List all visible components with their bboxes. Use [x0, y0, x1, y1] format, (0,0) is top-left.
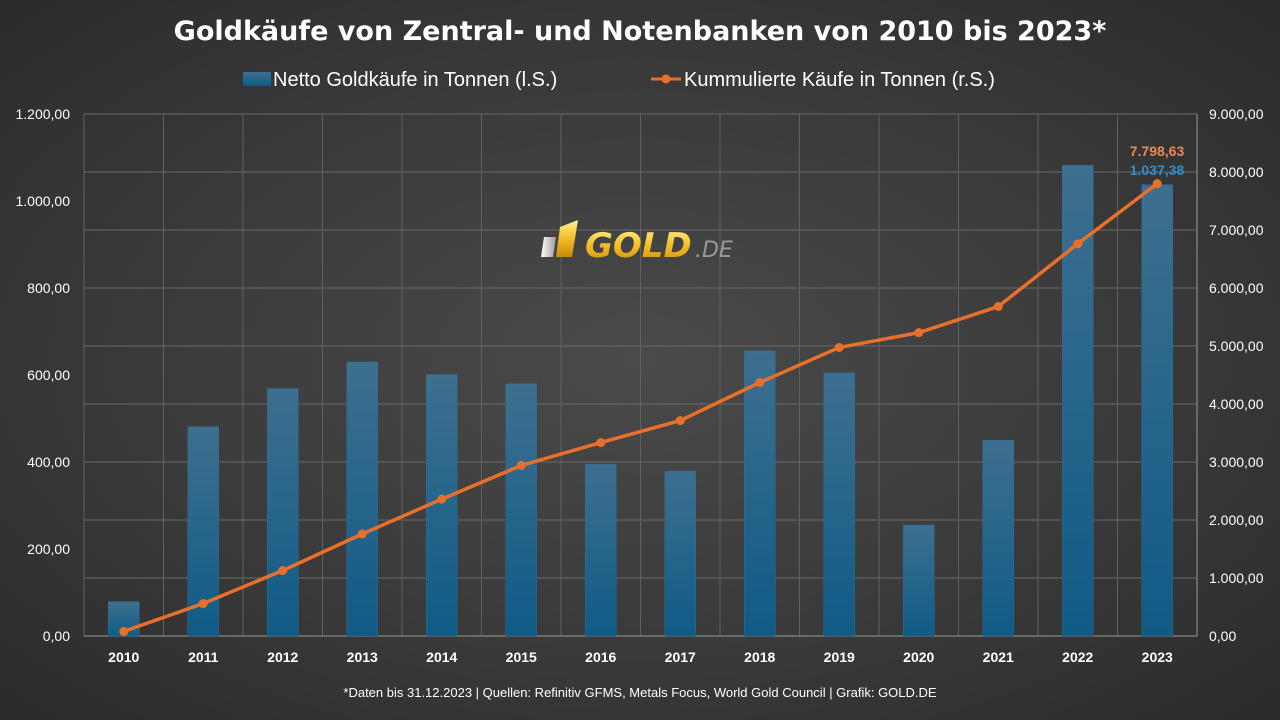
x-tick-label: 2023 — [1142, 649, 1173, 665]
legend-line-marker — [661, 74, 671, 84]
line-point-2018 — [755, 378, 765, 388]
line-point-2020 — [914, 328, 924, 338]
bar-2015 — [505, 383, 537, 637]
x-tick-label: 2013 — [347, 649, 378, 665]
y-right-tick-label: 0,00 — [1209, 628, 1236, 644]
y-left-tick-label: 200,00 — [27, 541, 70, 557]
y-right-tick-label: 7.000,00 — [1209, 222, 1264, 238]
line-point-2023 — [1152, 179, 1162, 189]
x-tick-label: 2018 — [744, 649, 775, 665]
gold-de-logo: GOLD .DE — [541, 220, 733, 266]
bar-2017 — [664, 470, 696, 637]
bar-2011 — [187, 426, 219, 637]
y-right-tick-label: 8.000,00 — [1209, 164, 1264, 180]
y-left-tick-label: 1.000,00 — [16, 193, 71, 209]
bar-2020 — [903, 524, 935, 637]
x-tick-label: 2015 — [506, 649, 537, 665]
bar-2016 — [585, 463, 617, 637]
data-label-line-2023: 7.798,63 — [1130, 143, 1185, 159]
x-axis: 2010 2011 2012 2013 2014 2015 2016 2017 2018 2019… — [108, 649, 1173, 665]
y-axis-left: 0,00 200,00 400,00 600,00 800,00 1.000,00 1.20… — [16, 106, 71, 644]
y-right-tick-label: 5.000,00 — [1209, 338, 1264, 354]
x-tick-label: 2022 — [1062, 649, 1093, 665]
line-point-2016 — [596, 438, 606, 448]
bar-2013 — [346, 361, 378, 637]
x-tick-label: 2012 — [267, 649, 298, 665]
bar-2018 — [744, 350, 776, 637]
y-right-tick-label: 3.000,00 — [1209, 454, 1264, 470]
x-tick-label: 2020 — [903, 649, 934, 665]
line-point-2022 — [1073, 239, 1083, 249]
x-tick-label: 2016 — [585, 649, 616, 665]
x-tick-label: 2017 — [665, 649, 696, 665]
y-right-tick-label: 1.000,00 — [1209, 570, 1264, 586]
y-axis-right: 0,00 1.000,00 2.000,00 3.000,00 4.000,00 5.00… — [1209, 106, 1264, 644]
line-point-2013 — [357, 529, 367, 539]
legend: Netto Goldkäufe in Tonnen (l.S.) Kummuli… — [243, 69, 995, 91]
y-left-tick-label: 400,00 — [27, 454, 70, 470]
data-label-bar-2023: 1.037,38 — [1130, 162, 1185, 178]
footnote: *Daten bis 31.12.2023 | Quellen: Refinit… — [343, 685, 937, 700]
logo-suffix: .DE — [695, 238, 733, 263]
line-series — [119, 179, 1162, 636]
logo-main: GOLD — [585, 226, 692, 266]
x-tick-label: 2011 — [188, 649, 219, 665]
line-point-2015 — [516, 460, 526, 470]
y-right-tick-label: 9.000,00 — [1209, 106, 1264, 122]
bar-2021 — [982, 440, 1014, 637]
line-point-2010 — [119, 626, 129, 636]
bar-2023 — [1141, 184, 1173, 637]
gridlines — [83, 113, 1198, 637]
y-right-tick-label: 4.000,00 — [1209, 396, 1264, 412]
line-point-2014 — [437, 494, 447, 504]
x-tick-label: 2010 — [108, 649, 139, 665]
line-point-2019 — [834, 342, 844, 352]
y-left-tick-label: 800,00 — [27, 280, 70, 296]
cumulative-line — [123, 182, 1159, 634]
x-tick-label: 2014 — [426, 649, 457, 665]
y-right-tick-label: 6.000,00 — [1209, 280, 1264, 296]
legend-bar-label: Netto Goldkäufe in Tonnen (l.S.) — [273, 69, 557, 91]
y-left-tick-label: 0,00 — [43, 628, 70, 644]
bar-2019 — [823, 372, 855, 637]
line-point-2017 — [675, 416, 685, 426]
line-point-2012 — [278, 566, 288, 576]
line-point-2011 — [198, 599, 208, 609]
y-left-tick-label: 1.200,00 — [16, 106, 71, 122]
legend-bar-swatch — [243, 72, 271, 86]
bar-series — [108, 165, 1173, 637]
chart-title: Goldkäufe von Zentral- und Notenbanken v… — [174, 16, 1107, 47]
y-right-tick-label: 2.000,00 — [1209, 512, 1264, 528]
legend-line-label: Kummulierte Käufe in Tonnen (r.S.) — [684, 69, 995, 91]
x-tick-label: 2021 — [983, 649, 1014, 665]
line-point-2021 — [993, 302, 1003, 312]
x-tick-label: 2019 — [824, 649, 855, 665]
bar-2012 — [267, 388, 299, 637]
y-left-tick-label: 600,00 — [27, 367, 70, 383]
